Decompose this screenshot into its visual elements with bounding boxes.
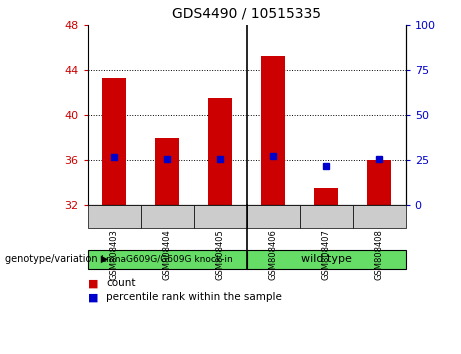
Bar [102,78,126,205]
Bar [261,56,285,205]
Text: GSM808408: GSM808408 [375,229,384,280]
Text: wild type: wild type [301,254,352,264]
Text: ■: ■ [88,278,98,288]
Text: GSM808403: GSM808403 [110,229,118,280]
Bar [155,138,179,205]
Text: GSM808407: GSM808407 [322,229,331,280]
Bar [208,98,232,205]
Text: GSM808405: GSM808405 [216,229,225,280]
Title: GDS4490 / 10515335: GDS4490 / 10515335 [172,7,321,21]
Text: percentile rank within the sample: percentile rank within the sample [106,292,282,302]
Bar [367,160,391,205]
Text: genotype/variation ▶: genotype/variation ▶ [5,254,108,264]
Text: ■: ■ [88,292,98,302]
Text: LmnaG609G/G609G knock-in: LmnaG609G/G609G knock-in [101,255,233,264]
Text: GSM808406: GSM808406 [269,229,278,280]
Bar [314,188,338,205]
Text: count: count [106,278,136,288]
Text: GSM808404: GSM808404 [163,229,171,280]
